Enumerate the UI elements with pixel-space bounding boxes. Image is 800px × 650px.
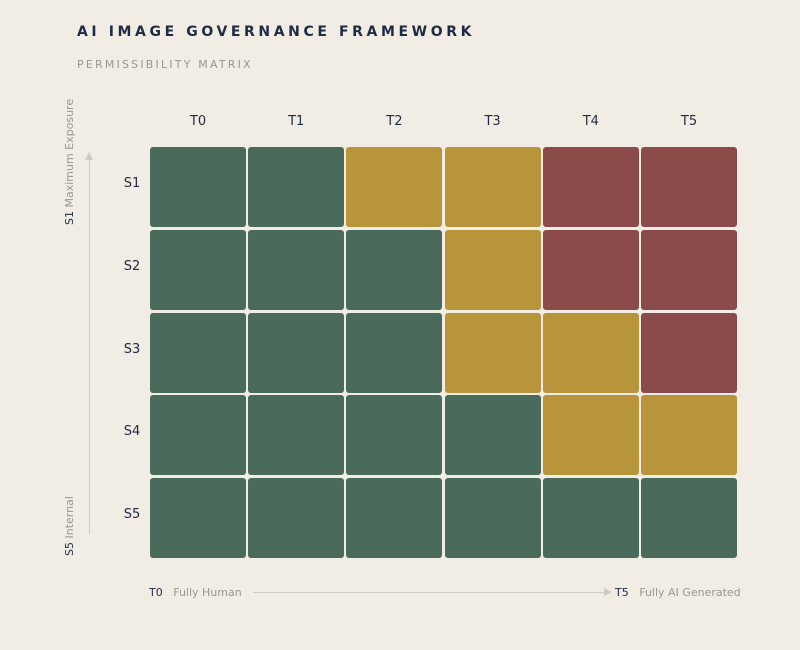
horizontal-axis-left-code: T0	[149, 586, 163, 599]
row-header-s1: S1	[123, 176, 141, 191]
matrix-cell-s3-t0	[150, 312, 246, 393]
vertical-axis-bottom-label: S5 Internal	[63, 496, 76, 556]
vertical-axis-line	[89, 158, 90, 534]
vertical-axis-top-label: S1 Maximum Exposure	[63, 99, 76, 225]
column-header-t3: T3	[484, 114, 501, 129]
column-header-t4: T4	[582, 114, 599, 129]
matrix-cell-s1-t1	[248, 147, 345, 227]
column-header-t0: T0	[189, 114, 207, 129]
vertical-axis-top-desc: Maximum Exposure	[63, 98, 76, 208]
column-header-t2: T2	[386, 114, 403, 129]
matrix-cell-s3-t1	[248, 312, 345, 393]
horizontal-axis-line	[253, 592, 605, 593]
matrix-cell-s3-t2	[346, 312, 443, 393]
page-subtitle: PERMISSIBILITY MATRIX	[77, 58, 253, 71]
row-header-s5: S5	[123, 507, 141, 523]
matrix-cell-s1-t2	[346, 147, 443, 227]
arrow-up-icon	[85, 152, 93, 160]
matrix-cell-s4-t4	[542, 395, 639, 476]
matrix-cell-s3-t3	[444, 312, 541, 393]
row-header-s4: S4	[123, 424, 141, 440]
matrix-cell-s1-t4	[542, 147, 639, 227]
matrix-cell-s4-t5	[641, 395, 737, 476]
matrix-cell-s3-t5	[641, 312, 737, 393]
column-header-t1: T1	[288, 114, 305, 129]
matrix-cell-s4-t0	[150, 395, 246, 476]
matrix-cell-s2-t4	[542, 229, 639, 310]
column-header-t5: T5	[680, 114, 698, 129]
matrix-cell-s2-t0	[150, 229, 246, 310]
matrix-cell-s2-t1	[248, 229, 345, 310]
arrow-right-icon	[604, 588, 612, 596]
vertical-axis-bottom-code: S5	[63, 542, 76, 556]
matrix-cell-s4-t2	[346, 395, 443, 476]
matrix-cell-s4-t1	[248, 395, 345, 476]
matrix-cell-s5-t5	[641, 478, 737, 559]
matrix-cell-s2-t5	[641, 229, 737, 310]
horizontal-axis-right-desc: Fully AI Generated	[639, 586, 741, 599]
horizontal-axis-right-label: T5 Fully AI Generated	[615, 586, 741, 599]
horizontal-axis-left-desc: Fully Human	[173, 586, 242, 599]
row-header-s2: S2	[123, 258, 141, 274]
row-header-s3: S3	[123, 341, 141, 357]
matrix-cell-s5-t3	[444, 478, 541, 559]
matrix-cell-s5-t1	[248, 478, 345, 559]
page-title: AI IMAGE GOVERNANCE FRAMEWORK	[77, 24, 476, 40]
matrix-cell-s1-t3	[444, 147, 541, 227]
vertical-axis-bottom-desc: Internal	[63, 496, 76, 539]
matrix-cell-s4-t3	[444, 395, 541, 476]
matrix-cell-s5-t4	[542, 478, 639, 559]
vertical-axis-top-code: S1	[63, 211, 76, 225]
horizontal-axis-left-label: T0 Fully Human	[149, 586, 242, 599]
matrix-cell-s1-t0	[150, 147, 246, 227]
matrix-cell-s5-t2	[346, 478, 443, 559]
matrix-cell-s3-t4	[542, 312, 639, 393]
matrix-cell-s2-t3	[444, 229, 541, 310]
matrix-cell-s1-t5	[641, 147, 737, 227]
matrix-cell-s5-t0	[150, 478, 246, 559]
matrix-cell-s2-t2	[346, 229, 443, 310]
horizontal-axis-right-code: T5	[615, 586, 629, 599]
